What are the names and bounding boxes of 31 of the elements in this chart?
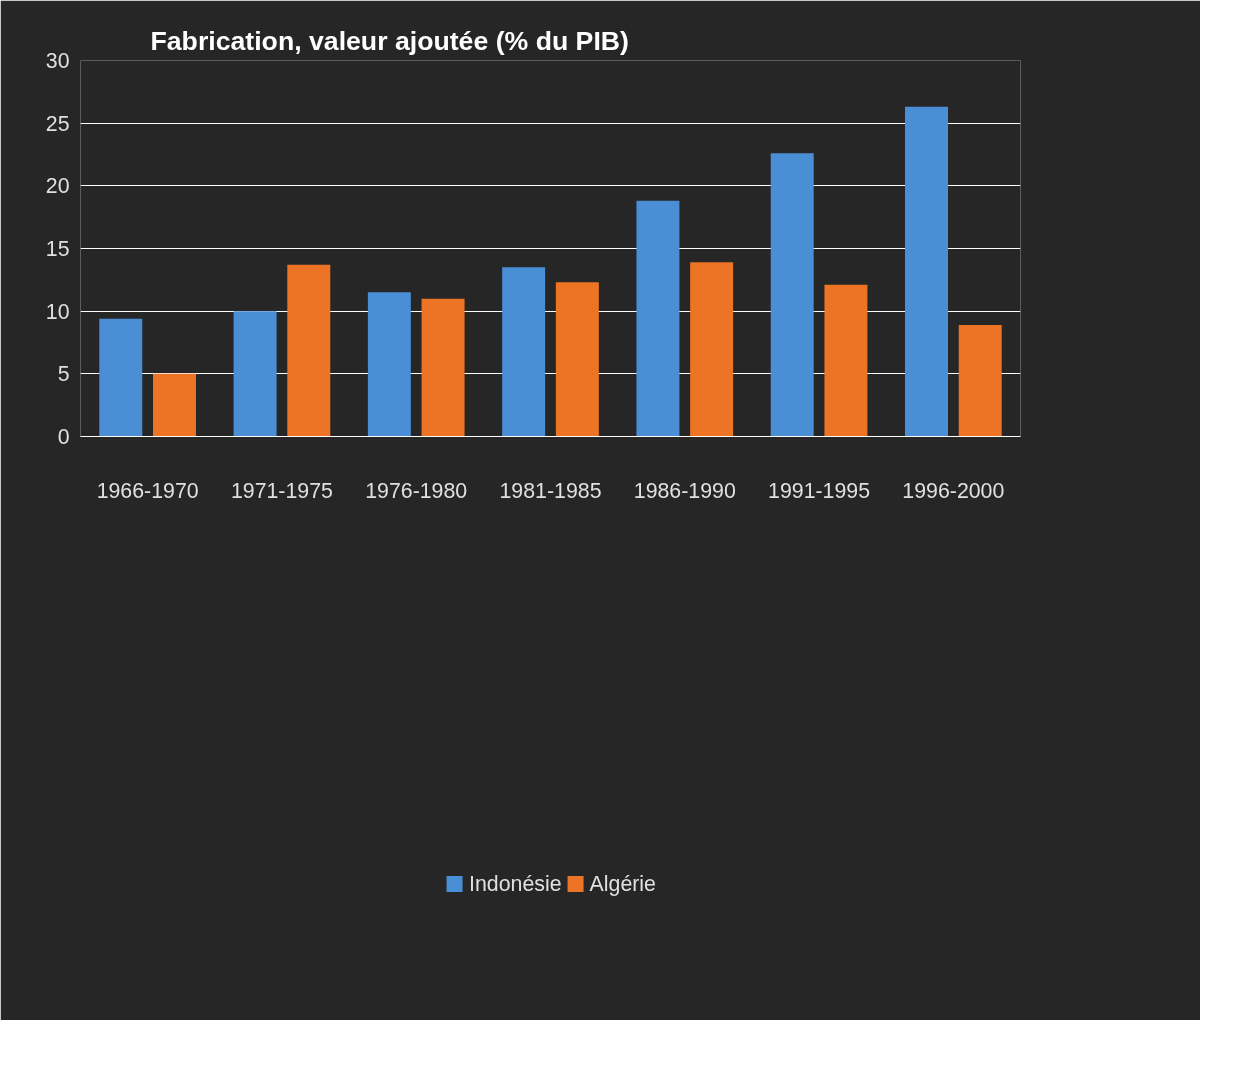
bar (905, 106, 948, 437)
x-tick-label: 1981-1985 (499, 478, 602, 503)
x-tick-label: 1976-1980 (365, 478, 468, 503)
bar (824, 284, 868, 437)
y-tick-label: 15 (45, 237, 70, 261)
bar (367, 292, 411, 437)
bar (153, 373, 196, 437)
bar (99, 318, 143, 437)
chart-title: Fabrication, valeur ajoutée (% du PIB) (150, 25, 629, 56)
x-tick-label: 1986-1990 (633, 478, 736, 503)
bar (233, 311, 277, 437)
bar (287, 264, 331, 437)
x-tick-label: 1971-1975 (230, 478, 333, 503)
bar (555, 282, 599, 437)
y-tick-label: 10 (45, 299, 70, 324)
y-tick-label: 20 (45, 174, 70, 199)
bar (770, 153, 814, 437)
y-tick-label: 30 (45, 49, 70, 73)
legend-label: Indonésie (469, 871, 562, 897)
bar (690, 262, 734, 437)
x-tick-label: 1966-1970 (96, 478, 199, 503)
y-tick-label: 5 (57, 362, 70, 387)
bar (421, 298, 465, 437)
x-tick-label: 1996-2000 (902, 478, 1005, 503)
x-tick-label: 1991-1995 (768, 478, 871, 503)
y-tick-label: 25 (45, 111, 70, 136)
bar (958, 324, 1002, 437)
legend-label: Algérie (589, 871, 656, 897)
y-tick-label: 0 (57, 425, 70, 449)
bar (502, 267, 546, 437)
bar (636, 200, 680, 437)
